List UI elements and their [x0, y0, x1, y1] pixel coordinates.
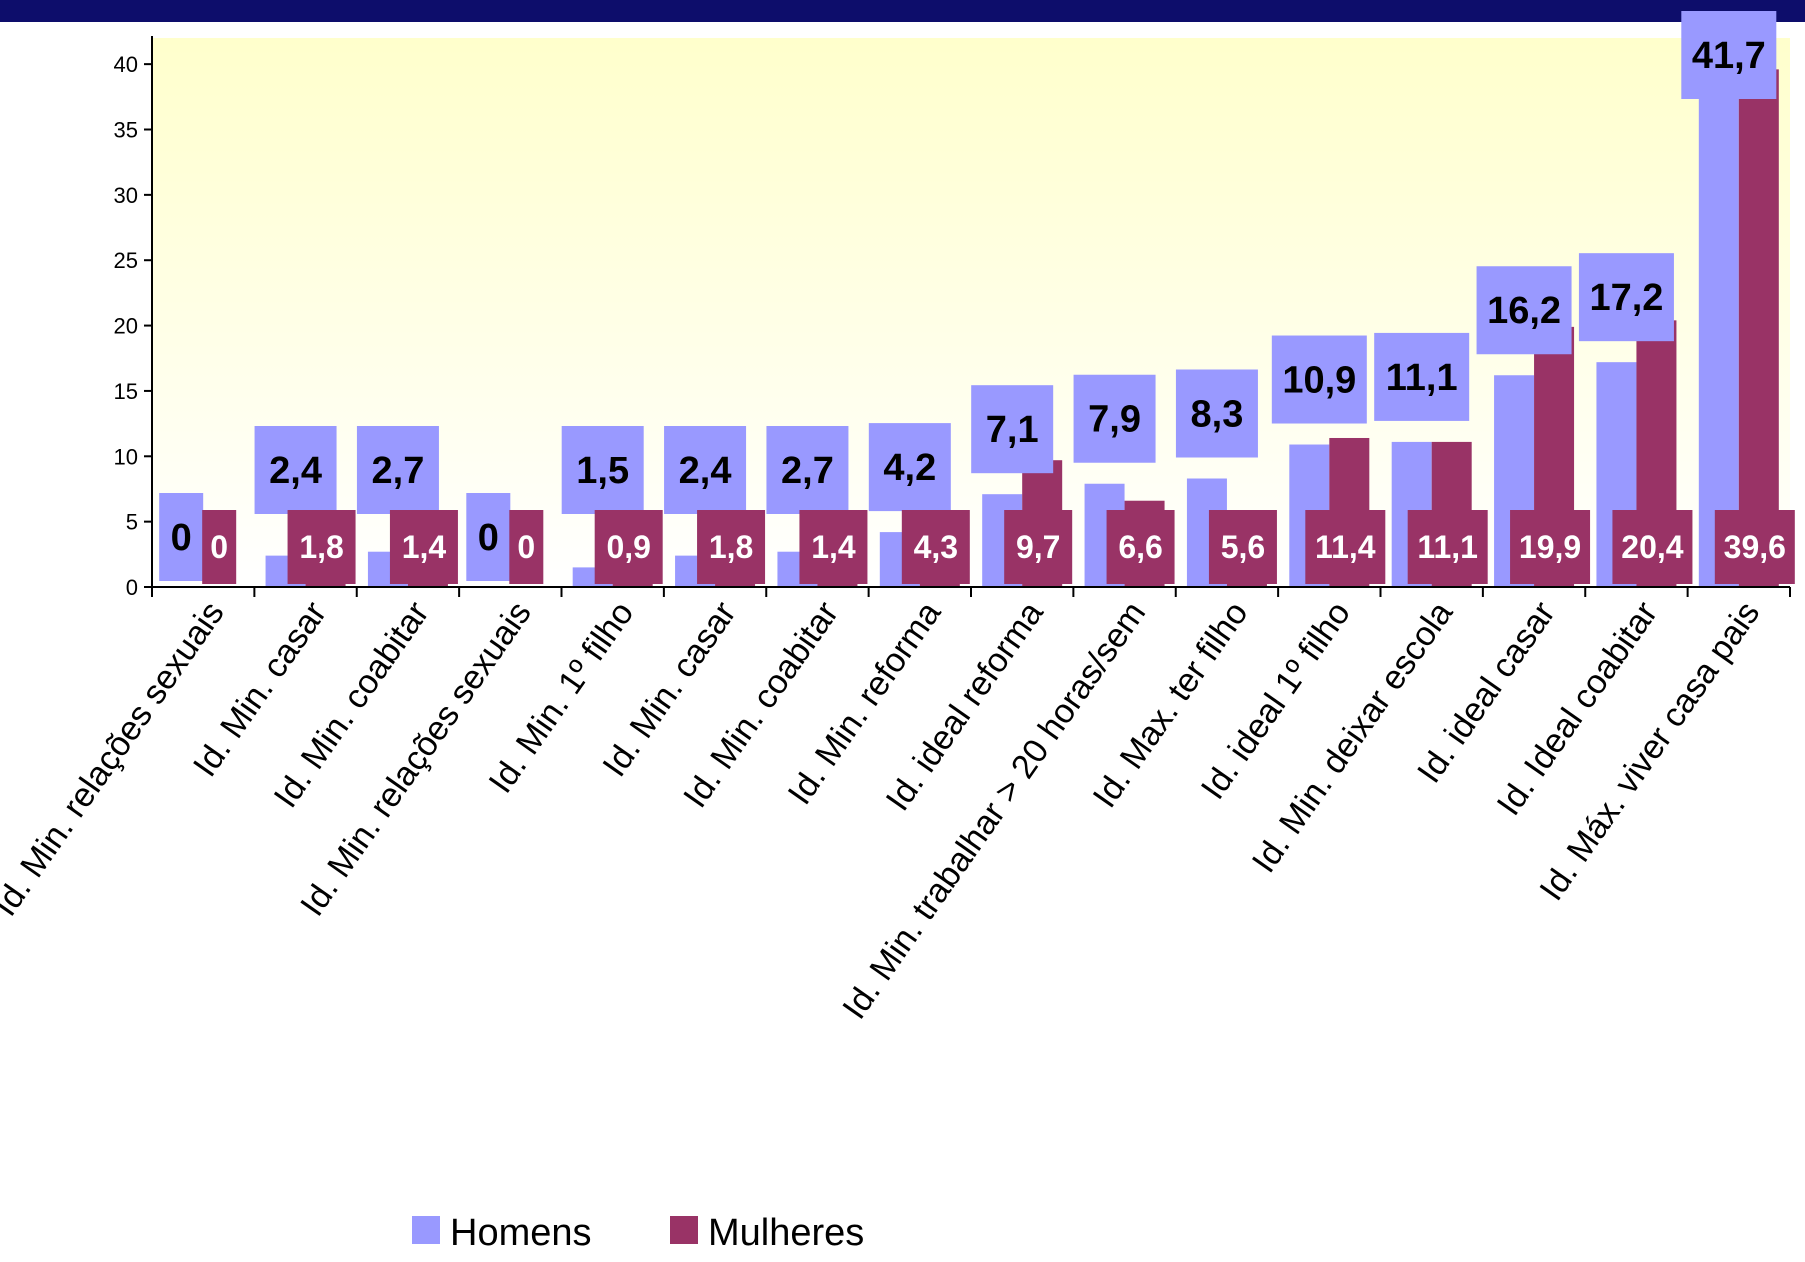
axes-layer: 0 5 10 15 20 25 30 35 40 — [114, 36, 1791, 600]
label-box-mulheres — [509, 510, 544, 584]
data-label-homens: 7,9 — [1088, 399, 1141, 441]
label-box-mulheres — [1305, 510, 1386, 584]
label-box-homens — [356, 426, 439, 514]
legend: Homens Mulheres — [412, 1212, 864, 1254]
label-box-homens — [561, 426, 644, 514]
data-label-homens: 2,4 — [269, 450, 322, 492]
label-box-mulheres — [1407, 510, 1488, 584]
data-label-homens: 4,2 — [883, 447, 936, 489]
data-label-mulheres: 9,7 — [1016, 529, 1060, 565]
data-label-mulheres: 4,3 — [914, 529, 958, 565]
y-tick-label: 30 — [114, 183, 138, 208]
data-label-homens: 17,2 — [1589, 277, 1663, 319]
data-label-mulheres: 19,9 — [1519, 529, 1581, 565]
data-label-homens: 10,9 — [1282, 360, 1356, 402]
label-box-mulheres — [799, 510, 868, 584]
label-box-homens — [1073, 374, 1156, 463]
data-label-mulheres: 0 — [517, 529, 535, 565]
legend-label-mulheres: Mulheres — [708, 1212, 864, 1254]
label-box-mulheres — [901, 510, 970, 584]
y-tick-label: 10 — [114, 444, 138, 469]
label-box-homens — [868, 423, 951, 512]
label-box-mulheres — [697, 510, 766, 584]
label-box-mulheres — [1004, 510, 1073, 584]
y-tick-label: 20 — [114, 314, 138, 339]
data-label-mulheres: 1,8 — [299, 529, 343, 565]
label-box-mulheres — [1612, 510, 1693, 584]
label-box-mulheres — [287, 510, 356, 584]
label-box-homens — [766, 426, 849, 514]
data-label-homens: 2,7 — [781, 450, 834, 492]
label-box-mulheres — [1106, 510, 1175, 584]
label-box-mulheres — [389, 510, 458, 584]
data-label-mulheres: 11,4 — [1315, 529, 1376, 565]
data-label-mulheres: 0 — [210, 529, 228, 565]
data-labels-layer: 0 02,41,82,71,4 0 01,50,92,41,82,71,44,24,3… — [159, 11, 1795, 584]
data-label-mulheres: 1,8 — [709, 529, 753, 565]
label-box-homens — [1374, 332, 1470, 421]
data-label-homens: 1,5 — [576, 450, 629, 492]
label-box-homens — [254, 426, 337, 514]
bar-mulheres — [1738, 69, 1779, 587]
label-box-homens — [1681, 11, 1777, 99]
label-box-homens — [1175, 369, 1258, 458]
label-box-homens — [971, 385, 1054, 474]
label-box-mulheres — [594, 510, 663, 584]
label-box-homens — [1578, 253, 1674, 342]
label-box-homens — [159, 493, 204, 581]
label-box-mulheres — [202, 510, 237, 584]
legend-swatch-homens — [412, 1216, 440, 1244]
data-label-mulheres: 1,4 — [811, 529, 856, 565]
data-label-mulheres: 39,6 — [1724, 529, 1786, 565]
data-label-homens: 0 — [478, 517, 499, 559]
data-label-homens: 8,3 — [1191, 394, 1244, 436]
data-label-mulheres: 1,4 — [402, 529, 447, 565]
label-box-homens — [1476, 266, 1572, 355]
label-box-mulheres — [1208, 510, 1277, 584]
label-box-homens — [466, 493, 511, 581]
top-banner-bar — [0, 0, 1805, 22]
data-label-mulheres: 11,1 — [1417, 529, 1478, 565]
y-tick-label: 0 — [126, 575, 138, 600]
data-label-homens: 7,1 — [986, 409, 1039, 451]
data-label-homens: 2,4 — [679, 450, 732, 492]
data-label-homens: 0 — [171, 517, 192, 559]
data-label-homens: 41,7 — [1692, 35, 1766, 77]
data-label-mulheres: 20,4 — [1621, 529, 1683, 565]
y-tick-label: 40 — [114, 52, 138, 77]
legend-swatch-mulheres — [670, 1216, 698, 1244]
label-box-homens — [664, 426, 747, 514]
label-box-mulheres — [1714, 510, 1795, 584]
data-label-homens: 11,1 — [1386, 357, 1458, 399]
label-box-homens — [1271, 335, 1367, 424]
y-tick-label: 25 — [114, 248, 138, 273]
data-label-mulheres: 6,6 — [1118, 529, 1162, 565]
data-label-mulheres: 5,6 — [1221, 529, 1265, 565]
y-tick-label: 5 — [126, 510, 138, 535]
data-label-homens: 16,2 — [1487, 290, 1561, 332]
category-label: Id. Min. deixar escola — [1245, 595, 1460, 880]
data-label-homens: 2,7 — [372, 450, 425, 492]
y-tick-label: 15 — [114, 379, 138, 404]
y-tick-label: 35 — [114, 118, 138, 143]
bar-homens — [1698, 41, 1739, 587]
label-box-mulheres — [1510, 510, 1591, 584]
data-label-mulheres: 0,9 — [606, 529, 650, 565]
legend-label-homens: Homens — [450, 1212, 592, 1254]
